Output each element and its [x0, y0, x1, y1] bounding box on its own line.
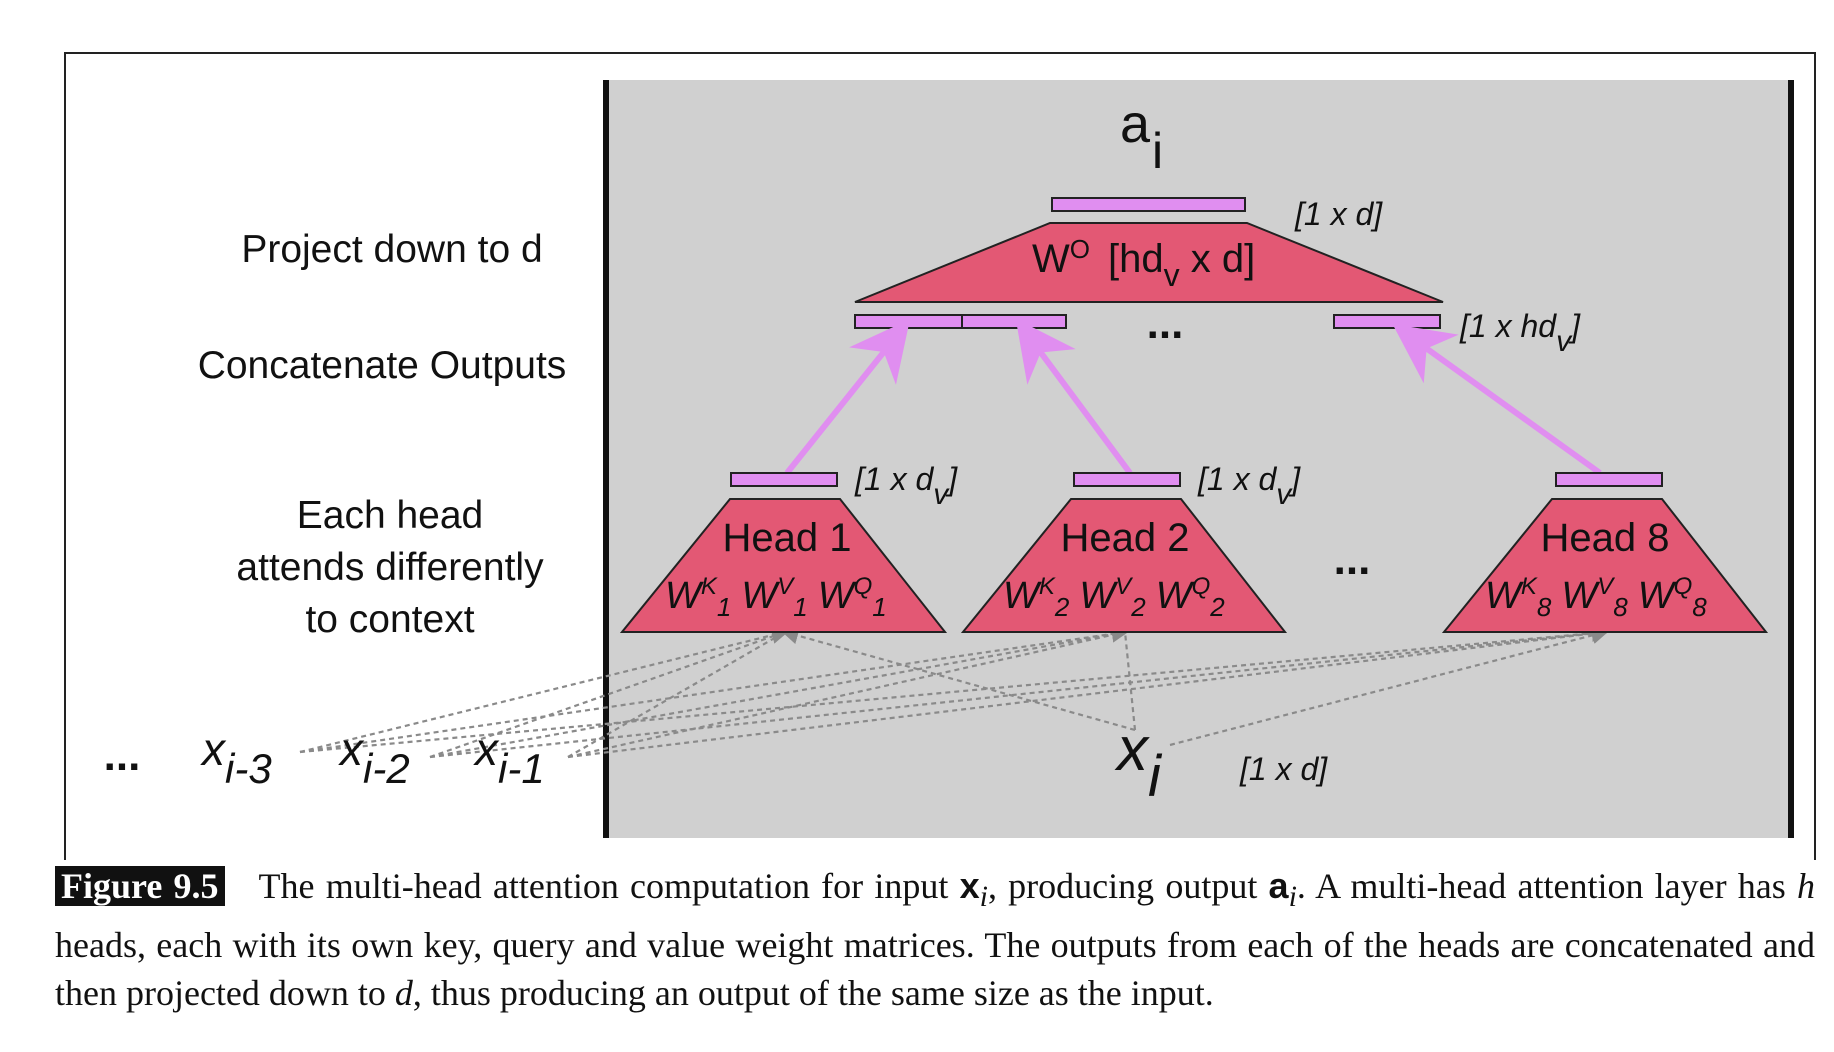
concat-dim: [1 x hdv] [1459, 308, 1581, 358]
caption-x-symbol: x [959, 865, 980, 906]
input-x-i-dim: [1 x d] [1239, 751, 1328, 787]
head-8-weights: WK8 WV8 WQ8 [1485, 573, 1707, 622]
output-dim: [1 x d] [1294, 196, 1383, 232]
label-each-head-2: attends differently [236, 546, 544, 589]
head-8: Head 8 WK8 WV8 WQ8 [1441, 472, 1769, 633]
head-8-title: Head 8 [1541, 516, 1670, 560]
input-x-i-2: xi-2 [338, 723, 410, 792]
caption-a-sub: i [1288, 880, 1297, 914]
head-8-output-bar [1555, 472, 1663, 487]
head-2-title: Head 2 [1061, 516, 1190, 560]
head-8-trapezoid [1441, 498, 1769, 633]
label-project-down: Project down to d [241, 228, 542, 271]
head-output-arrows [784, 318, 1602, 476]
attention-panel [606, 80, 1791, 838]
head-1-weights: WK1 WV1 WQ1 [665, 573, 887, 622]
input-connections [299, 624, 1610, 759]
label-concatenate: Concatenate Outputs [198, 344, 567, 387]
caption-part-2: , producing output [987, 866, 1269, 906]
concat-bar-8 [1333, 314, 1441, 329]
concat-bar-2 [961, 314, 1067, 329]
caption-a-symbol: a [1268, 865, 1289, 906]
concat-ellipsis: ... [1147, 299, 1184, 348]
projection-trapezoid [854, 222, 1444, 303]
output-bar [1051, 197, 1246, 212]
inputs-ellipsis: ... [104, 731, 141, 780]
caption-part-4: heads, each with its own key, query and … [55, 925, 1815, 1014]
head-1: Head 1 WK1 WV1 WQ1 [1 x dv] [619, 461, 958, 633]
label-each-head-3: to context [305, 598, 474, 641]
head-2-weights: WK2 WV2 WQ2 [1003, 573, 1225, 622]
concat-bar-1 [854, 314, 963, 329]
head-2: Head 2 WK2 WV2 WQ2 [1 x dv] [960, 461, 1301, 633]
heads-ellipsis: ... [1334, 535, 1371, 584]
label-each-head-1: Each head [297, 494, 484, 537]
figure-border [64, 52, 1816, 860]
caption-x-sub: i [979, 880, 988, 914]
input-x-i-3: xi-3 [200, 723, 272, 792]
figure-caption: Figure 9.5 The multi-head attention compu… [55, 862, 1815, 1017]
head-2-dim: [1 x dv] [1197, 461, 1301, 511]
caption-part-5: , thus producing an output of the same s… [412, 973, 1214, 1014]
head-1-trapezoid [619, 498, 948, 633]
figure-number: Figure 9.5 [55, 866, 225, 906]
head-1-output-bar [730, 472, 838, 487]
head-2-output-bar [1073, 472, 1181, 487]
projection-label: WO [hdv x d] [1032, 234, 1255, 293]
caption-d: d [394, 973, 413, 1014]
head-1-title: Head 1 [723, 516, 852, 560]
head-2-trapezoid [960, 498, 1288, 633]
input-x-i-1: xi-1 [473, 723, 545, 792]
output-symbol: ai [1120, 94, 1163, 179]
input-x-i: xi [1114, 715, 1163, 809]
head-1-dim: [1 x dv] [854, 461, 958, 511]
caption-part-1: The multi-head attention computation for… [258, 866, 960, 906]
caption-h: h [1797, 866, 1815, 906]
multi-head-attention-diagram: Project down to d Concatenate Outputs Ea… [64, 52, 1816, 860]
caption-part-3: . A multi-head attention layer has [1296, 866, 1797, 906]
